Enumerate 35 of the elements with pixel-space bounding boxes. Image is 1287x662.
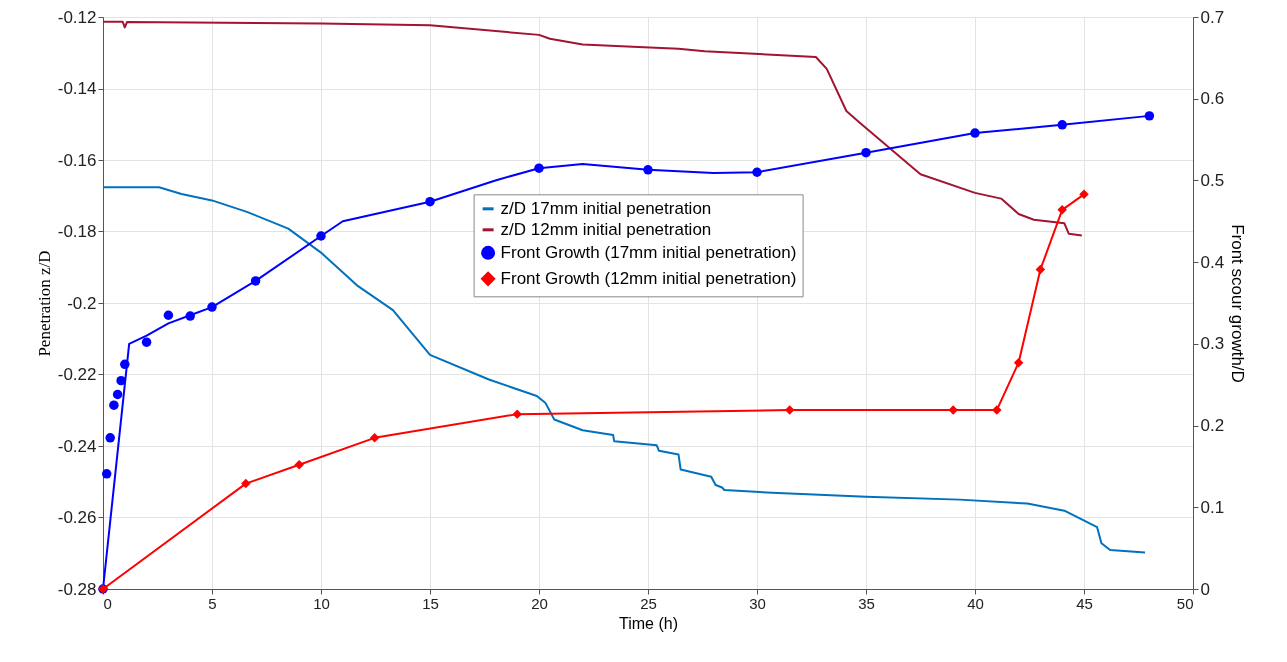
y2-tick-label: 0.3	[1200, 334, 1225, 354]
y-tick-label: -0.28	[57, 579, 97, 599]
x-tick-label: 40	[967, 594, 984, 612]
x-tick-label: 35	[858, 594, 875, 612]
legend-label: Front Growth (12mm initial penetration)	[500, 268, 797, 288]
y-tick-label: -0.24	[57, 436, 97, 456]
y-axis-title: Penetration z/D	[34, 250, 54, 357]
y-tick-label: -0.26	[57, 508, 97, 527]
y-tick-label: -0.14	[57, 79, 97, 98]
x-tick-label: 45	[1076, 594, 1093, 612]
x-tick-label: 15	[422, 594, 439, 612]
y2-tick-label: 0	[1200, 579, 1210, 599]
x-axis-title: Time (h)	[619, 614, 678, 632]
y-tick-label: -0.18	[57, 222, 97, 241]
y2-tick-label: 0.6	[1200, 89, 1225, 109]
legend-label: z/D 12mm initial penetration	[500, 219, 712, 239]
y-tick-label: -0.16	[57, 150, 97, 170]
y-tick-label: -0.12	[57, 7, 97, 27]
y2-tick-label: 0.4	[1200, 252, 1225, 272]
x-tick-label: 50	[1176, 594, 1194, 612]
x-tick-label: 30	[749, 594, 766, 612]
legend-label: Front Growth (17mm initial penetration)	[500, 242, 797, 262]
y2-tick-label: 0.7	[1200, 7, 1225, 27]
y2-tick-label: 0.2	[1200, 416, 1225, 436]
y-tick-label: -0.22	[57, 365, 97, 384]
y-tick-label: -0.2	[67, 293, 97, 313]
legend-label: z/D 17mm initial penetration	[500, 198, 712, 218]
x-tick-label: 25	[640, 594, 657, 612]
x-tick-label: 0	[103, 594, 112, 612]
x-tick-label: 20	[531, 594, 548, 612]
x-tick-label: 5	[208, 594, 217, 612]
x-tick-label: 10	[313, 594, 330, 612]
y2-tick-label: 0.5	[1200, 170, 1225, 190]
y2-tick-label: 0.1	[1200, 497, 1225, 517]
y2-axis-title: Front scour growth/D	[1228, 224, 1248, 383]
